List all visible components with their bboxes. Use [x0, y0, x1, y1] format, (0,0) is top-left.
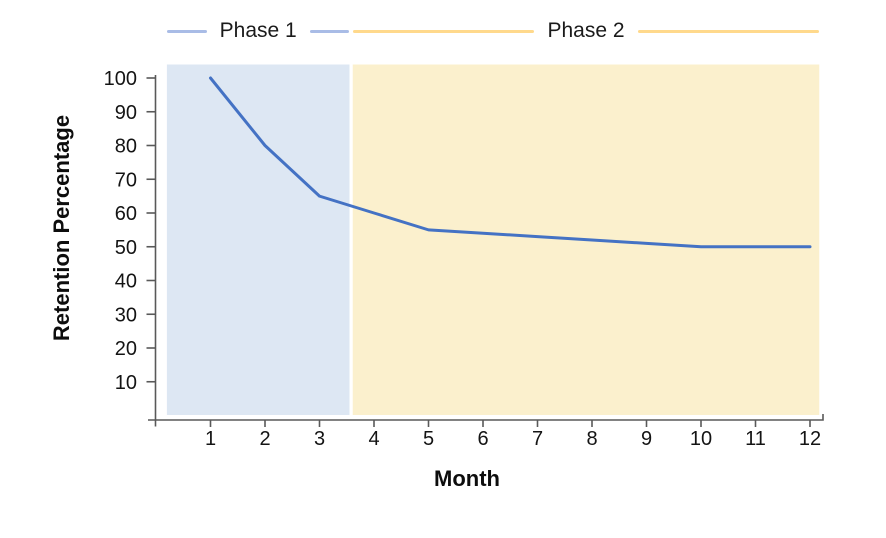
- x-tick-label: 9: [641, 428, 652, 450]
- x-tick-label: 3: [314, 428, 325, 450]
- y-axis-title: Retention Percentage: [49, 114, 74, 342]
- y-tick-label: 90: [115, 102, 137, 124]
- legend-line-right: [637, 29, 820, 33]
- y-tick-label: 40: [115, 271, 137, 293]
- x-tick-label: 1: [205, 428, 216, 450]
- legend-line-left: [166, 29, 207, 33]
- legend-label: Phase 2: [547, 19, 625, 42]
- x-tick-label: 11: [745, 428, 766, 450]
- y-tick-label: 10: [115, 372, 137, 394]
- x-tick-label: 2: [259, 428, 270, 450]
- phase-region-1: [166, 64, 350, 415]
- x-tick-label: 12: [799, 428, 821, 450]
- y-tick-label: 60: [115, 203, 137, 225]
- chart-legend: Phase 1 Phase 2: [0, 16, 886, 46]
- y-tick-label: 50: [115, 237, 137, 259]
- x-axis-title: Month: [434, 466, 500, 491]
- x-tick-label: 10: [690, 428, 712, 450]
- series-line-retention: [209, 76, 812, 249]
- y-tick-label: 80: [115, 136, 137, 158]
- y-tick-label: 100: [104, 68, 137, 90]
- x-tick-label: 6: [477, 428, 488, 450]
- legend-label: Phase 1: [219, 19, 297, 42]
- x-tick-label: 5: [423, 428, 434, 450]
- legend-line-left: [352, 29, 535, 33]
- y-tick-label: 30: [115, 304, 137, 326]
- legend-entry-2: Phase 2: [352, 16, 820, 46]
- y-tick-label: 70: [115, 169, 137, 191]
- y-tick-label: 20: [115, 338, 137, 360]
- x-tick-label: 4: [368, 428, 379, 450]
- legend-line-right: [309, 29, 350, 33]
- x-axis-line: [148, 414, 824, 421]
- x-tick-label: 7: [532, 428, 543, 450]
- legend-entry-1: Phase 1: [166, 16, 350, 46]
- x-tick-label: 8: [586, 428, 597, 450]
